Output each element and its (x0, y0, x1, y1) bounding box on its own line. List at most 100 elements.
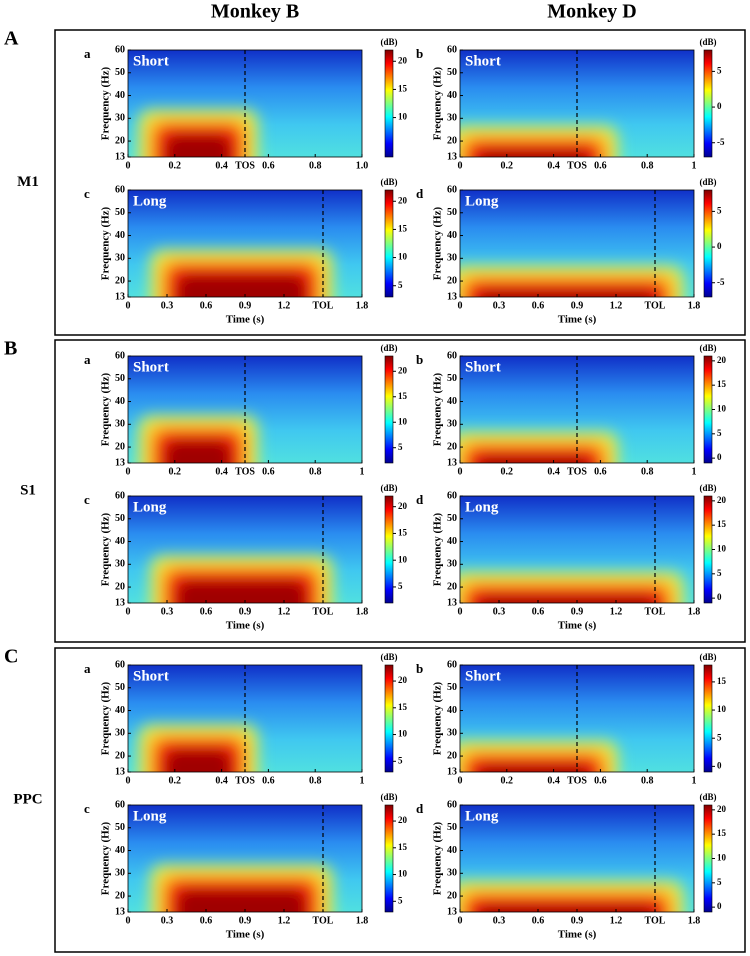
section-box (54, 339, 746, 643)
panel-letter: b (416, 46, 423, 61)
y-tick-label: 60 (447, 44, 457, 55)
colorbar-label: (dB) (380, 343, 397, 353)
x-tick-label: 1 (692, 775, 697, 786)
colorbar-tick-label: 5 (717, 732, 722, 742)
y-tick-label: 60 (447, 350, 457, 361)
x-axis-label: Time (s) (226, 314, 265, 326)
colorbar-label: (dB) (699, 483, 716, 493)
y-tick-label: 60 (115, 799, 125, 810)
y-tick-label: 30 (447, 419, 457, 430)
x-tick-label: 1 (360, 775, 365, 786)
y-tick-label: 13 (447, 597, 457, 608)
x-tick-label: 0 (458, 160, 463, 171)
x-tick-label: 0 (126, 775, 131, 786)
y-tick-label: 40 (447, 396, 457, 407)
y-tick-label: 40 (447, 230, 457, 241)
colorbar-tick-label: 10 (717, 704, 727, 714)
x-tick-label: 0.6 (262, 466, 275, 477)
colorbar-tick-label: 20 (398, 815, 408, 825)
x-tick-label: 0.9 (239, 915, 252, 926)
colorbar-tick-label: -5 (717, 137, 725, 147)
y-tick-label: 30 (115, 868, 125, 879)
colorbar (703, 189, 713, 298)
x-axis-label: Time (s) (226, 929, 265, 941)
y-axis-label: Frequency (Hz) (100, 821, 112, 895)
x-tick-label: 0.3 (161, 300, 174, 311)
blob-layer (478, 905, 655, 912)
colorbar-tick-label: 0 (717, 101, 722, 111)
blob-layer (177, 274, 306, 297)
x-tick-label: 0.3 (161, 606, 174, 617)
y-tick-label: 20 (115, 750, 125, 761)
x-tick-label: 0.4 (547, 466, 560, 477)
blob-layer (478, 150, 590, 157)
condition-label: Long (133, 499, 167, 515)
x-tick-label: 0.8 (309, 160, 322, 171)
colorbar-tick-label: 10 (398, 869, 408, 879)
x-tick-label: 0.6 (200, 606, 213, 617)
colorbar (384, 189, 394, 298)
x-tick-label: 0.4 (215, 466, 228, 477)
x-tick-label: TOS (567, 466, 587, 477)
blob-layer (478, 456, 590, 463)
y-tick-label: 20 (447, 750, 457, 761)
colorbar-tick-label: -5 (717, 277, 725, 287)
blob-layer (165, 749, 231, 772)
condition-label: Short (465, 53, 501, 69)
panel-letter: d (416, 186, 424, 201)
colorbar-tick-label: 20 (717, 495, 727, 505)
y-tick-label: 20 (447, 441, 457, 452)
x-tick-label: 0 (126, 300, 131, 311)
colorbar-tick-label: 20 (717, 804, 727, 814)
colorbar-tick-label: 15 (398, 528, 408, 538)
condition-label: Long (465, 193, 499, 209)
x-tick-label: 0.4 (547, 160, 560, 171)
blob-layer (465, 446, 603, 463)
colorbar-tick-label: 15 (398, 702, 408, 712)
heatmap-blob (137, 723, 260, 772)
colorbar-tick-label: 20 (398, 195, 408, 205)
condition-label: Long (133, 808, 167, 824)
colorbar-tick-label: 20 (398, 55, 408, 65)
colorbar-tick-label: 10 (398, 416, 408, 426)
x-axis-label: Time (s) (226, 620, 265, 632)
x-tick-label: 1.2 (278, 915, 291, 926)
section-letter: A (4, 28, 19, 50)
x-tick-label: 1.8 (356, 915, 369, 926)
colorbar-label: (dB) (380, 177, 397, 187)
y-tick-label: 40 (447, 705, 457, 716)
x-tick-label: 0 (458, 300, 463, 311)
colorbar (384, 495, 394, 604)
colorbar-tick-label: 5 (717, 877, 722, 887)
y-tick-label: 30 (115, 559, 125, 570)
x-tick-label: 0.6 (532, 300, 545, 311)
colorbar-tick-label: 20 (717, 355, 727, 365)
y-tick-label: 20 (115, 441, 125, 452)
blob-layer (478, 290, 655, 297)
y-tick-label: 50 (447, 822, 457, 833)
y-tick-label: 60 (447, 799, 457, 810)
heatmap-blob (137, 108, 260, 157)
panel-letter: b (416, 661, 423, 676)
heatmap-blob (460, 430, 620, 463)
x-tick-label: 0.2 (501, 466, 514, 477)
x-axis-label: Time (s) (558, 929, 597, 941)
y-axis-label: Frequency (Hz) (432, 66, 444, 140)
y-tick-label: 30 (447, 559, 457, 570)
y-axis-label: Frequency (Hz) (100, 681, 112, 755)
blob-layer (465, 895, 668, 912)
x-tick-label: 0.6 (532, 915, 545, 926)
colorbar-tick-label: 20 (398, 501, 408, 511)
x-tick-label: 0.6 (594, 466, 607, 477)
y-tick-label: 20 (115, 275, 125, 286)
panel-letter: a (84, 661, 91, 676)
y-tick-label: 50 (447, 682, 457, 693)
colorbar-tick-label: 10 (398, 554, 408, 564)
blob-layer (165, 440, 231, 463)
colorbar-tick-label: 5 (398, 280, 403, 290)
y-tick-label: 20 (447, 135, 457, 146)
heatmap (460, 805, 694, 912)
x-tick-label: 0.8 (641, 160, 654, 171)
colorbar-tick-label: 5 (717, 65, 722, 75)
